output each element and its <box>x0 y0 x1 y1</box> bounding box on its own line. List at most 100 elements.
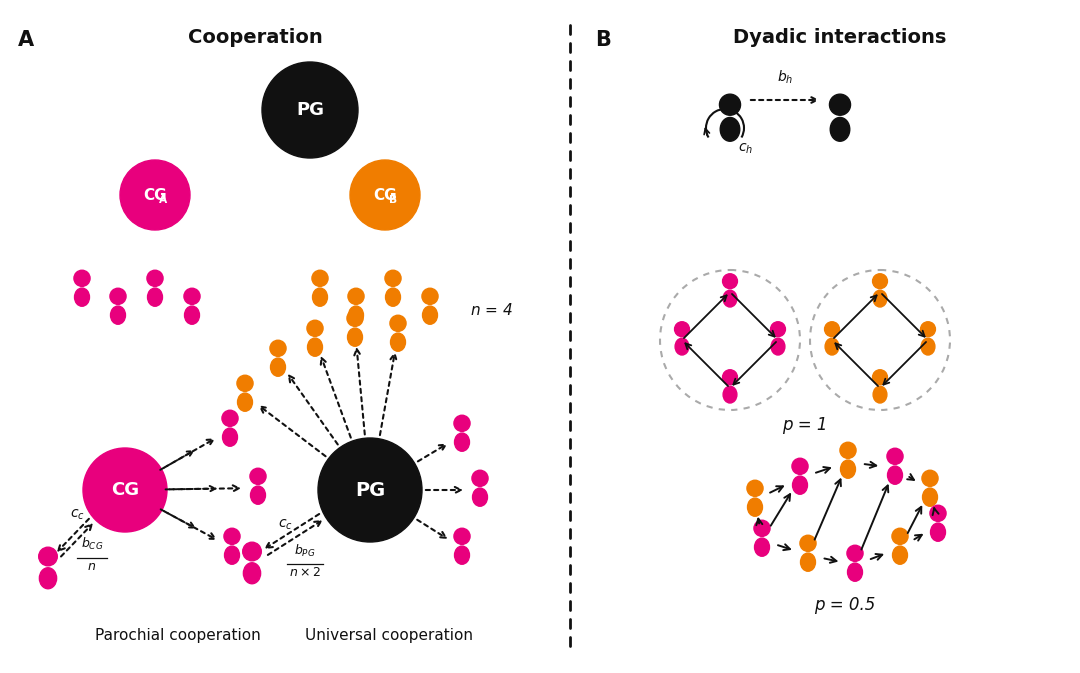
Circle shape <box>312 271 328 286</box>
Text: CG: CG <box>374 188 396 203</box>
Ellipse shape <box>755 538 769 557</box>
Circle shape <box>754 520 770 536</box>
Circle shape <box>829 94 851 115</box>
Ellipse shape <box>831 118 850 141</box>
Ellipse shape <box>243 563 260 583</box>
Ellipse shape <box>825 339 839 355</box>
Circle shape <box>824 322 839 336</box>
Circle shape <box>922 470 939 487</box>
Circle shape <box>840 442 856 458</box>
Ellipse shape <box>892 546 907 564</box>
Ellipse shape <box>720 118 740 141</box>
Circle shape <box>454 415 470 431</box>
Circle shape <box>792 458 808 474</box>
Circle shape <box>110 288 126 304</box>
Circle shape <box>930 505 946 522</box>
Circle shape <box>347 310 363 326</box>
Ellipse shape <box>724 386 737 403</box>
Ellipse shape <box>349 306 364 324</box>
Circle shape <box>83 448 167 532</box>
Circle shape <box>422 288 438 304</box>
Ellipse shape <box>873 386 887 403</box>
Ellipse shape <box>888 466 903 485</box>
Circle shape <box>318 438 422 542</box>
Text: $b_h$: $b_h$ <box>777 69 793 86</box>
Ellipse shape <box>840 460 855 479</box>
Circle shape <box>184 288 200 304</box>
Circle shape <box>675 322 689 336</box>
Circle shape <box>390 315 406 331</box>
Text: A: A <box>159 195 167 205</box>
Text: $n\times2$: $n\times2$ <box>289 566 321 579</box>
Ellipse shape <box>185 306 200 324</box>
Ellipse shape <box>308 338 323 356</box>
Circle shape <box>73 271 90 286</box>
Text: PG: PG <box>296 101 324 119</box>
Circle shape <box>472 470 488 487</box>
Ellipse shape <box>270 358 285 376</box>
Ellipse shape <box>921 339 935 355</box>
Circle shape <box>454 528 470 544</box>
Circle shape <box>249 468 266 485</box>
Ellipse shape <box>455 433 470 452</box>
Ellipse shape <box>422 306 437 324</box>
Text: CG: CG <box>144 188 166 203</box>
Circle shape <box>920 322 935 336</box>
Circle shape <box>747 481 764 497</box>
Ellipse shape <box>473 488 487 506</box>
Circle shape <box>800 535 816 551</box>
Text: Universal cooperation: Universal cooperation <box>305 628 473 643</box>
Circle shape <box>222 411 238 427</box>
Circle shape <box>224 528 240 544</box>
Text: $c_h$: $c_h$ <box>738 142 753 156</box>
Circle shape <box>243 542 261 561</box>
Text: PG: PG <box>355 481 386 499</box>
Circle shape <box>873 369 888 385</box>
Circle shape <box>719 94 741 115</box>
Circle shape <box>770 322 785 336</box>
Text: $b_{PG}$: $b_{PG}$ <box>294 543 315 559</box>
Ellipse shape <box>110 306 125 324</box>
Ellipse shape <box>873 290 887 307</box>
Ellipse shape <box>724 290 737 307</box>
Ellipse shape <box>391 333 405 351</box>
Circle shape <box>270 341 286 357</box>
Circle shape <box>723 369 738 385</box>
Circle shape <box>348 288 364 304</box>
Text: $b_{CG}$: $b_{CG}$ <box>81 536 104 552</box>
Ellipse shape <box>848 563 863 581</box>
Text: p = 0.5: p = 0.5 <box>814 596 876 614</box>
Text: A: A <box>18 30 35 50</box>
Ellipse shape <box>455 546 470 564</box>
Text: $c_c$: $c_c$ <box>278 518 293 532</box>
Text: CG: CG <box>111 481 139 499</box>
Ellipse shape <box>251 486 266 504</box>
Circle shape <box>873 274 888 289</box>
Ellipse shape <box>148 288 162 306</box>
Ellipse shape <box>75 288 90 306</box>
Text: B: B <box>595 30 611 50</box>
Circle shape <box>384 271 401 286</box>
Text: $n$: $n$ <box>87 560 96 573</box>
Ellipse shape <box>675 339 689 355</box>
Text: Cooperation: Cooperation <box>188 28 322 47</box>
Ellipse shape <box>800 553 815 571</box>
Text: B: B <box>389 195 397 205</box>
Ellipse shape <box>222 428 238 446</box>
Ellipse shape <box>386 288 401 306</box>
Ellipse shape <box>793 476 808 494</box>
Circle shape <box>892 528 908 544</box>
Circle shape <box>262 62 357 158</box>
Circle shape <box>887 448 903 464</box>
Circle shape <box>307 320 323 336</box>
Circle shape <box>120 160 190 230</box>
Ellipse shape <box>747 498 762 516</box>
Ellipse shape <box>348 328 363 346</box>
Ellipse shape <box>225 546 240 564</box>
Text: Parochial cooperation: Parochial cooperation <box>95 628 260 643</box>
Ellipse shape <box>771 339 785 355</box>
Ellipse shape <box>922 488 937 506</box>
Circle shape <box>237 376 253 392</box>
Circle shape <box>350 160 420 230</box>
Text: p = 1: p = 1 <box>782 416 827 434</box>
